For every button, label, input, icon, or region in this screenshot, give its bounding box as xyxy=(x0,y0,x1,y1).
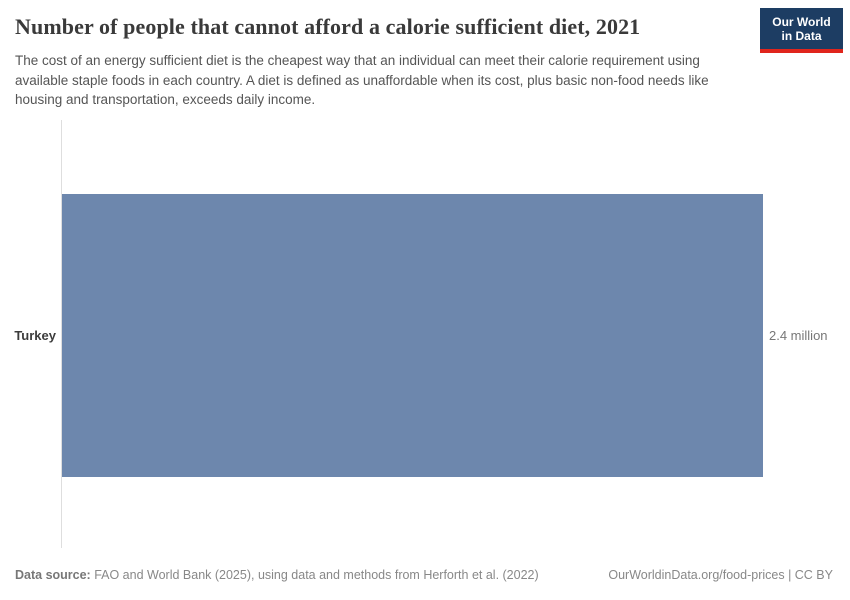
value-label-turkey: 2.4 million xyxy=(769,328,828,343)
entity-label-turkey[interactable]: Turkey xyxy=(14,328,56,343)
data-source-text: FAO and World Bank (2025), using data an… xyxy=(90,568,539,582)
data-source-note: Data source: FAO and World Bank (2025), … xyxy=(15,568,539,582)
owid-logo-line1: Our World xyxy=(772,15,831,29)
owid-logo-line2: in Data xyxy=(781,29,822,43)
y-axis-line xyxy=(61,120,62,548)
page-title: Number of people that cannot afford a ca… xyxy=(15,14,641,39)
owid-logo: Our World in Data xyxy=(760,8,843,53)
bar-turkey[interactable] xyxy=(62,194,763,477)
data-source-label: Data source: xyxy=(15,568,91,582)
chart-subtitle: The cost of an energy sufficient diet is… xyxy=(15,53,709,107)
chart-footer: Data source: FAO and World Bank (2025), … xyxy=(15,568,833,582)
license-link[interactable]: OurWorldinData.org/food-prices | CC BY xyxy=(608,568,833,582)
